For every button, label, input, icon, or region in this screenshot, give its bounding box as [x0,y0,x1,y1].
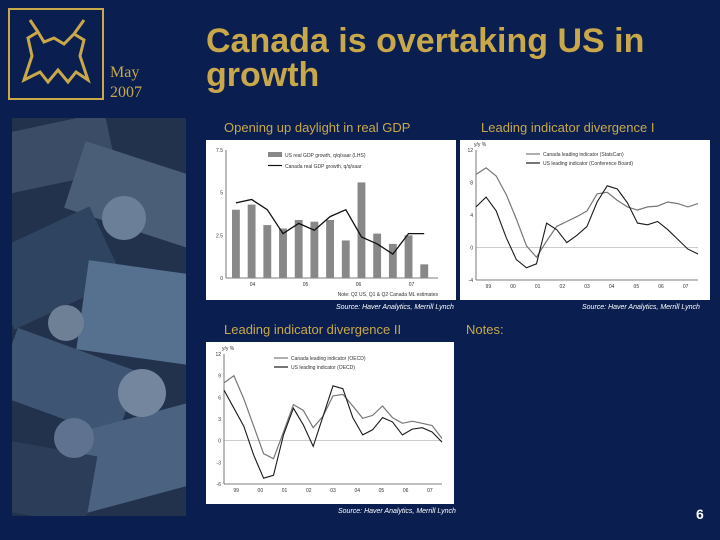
lead1-legend-label: US leading indicator (Conference Board) [543,161,633,167]
lead1-x-tick-label: 99 [486,284,492,290]
lead1-y-tick-label: 8 [470,181,473,187]
lead1-x-tick-label: 04 [609,284,615,290]
lead1-y-tick-label: 0 [470,246,473,252]
gdp-chart-panel: 0 2.5 5 7.5 04 05 06 07 US real GDP growth, q/q/… [206,140,456,300]
gdp-canada-line [235,198,425,255]
chart1-title: Opening up daylight in real GDP [224,120,411,135]
lead2-y-tick-label: -3 [217,460,222,466]
lead1-x-tick-label: 07 [683,284,689,290]
gdp-legend-label: Canada real GDP growth, q/q/saar [285,164,362,170]
gdp-y-tick-label: 7.5 [216,148,223,154]
lead2-y-label: y/y % [222,346,235,352]
chart3-source: Source: Haver Analytics, Merrill Lynch [338,508,456,515]
chart2-title: Leading indicator divergence I [481,120,655,135]
gdp-x-tick-label: 06 [356,282,362,288]
lead2-x-tick-label: 07 [427,488,433,494]
gdp-y-tick-label: 2.5 [216,233,223,239]
gdp-bar [294,219,303,278]
gdp-bar [373,233,382,278]
gdp-bar [232,209,240,278]
gdp-bar [341,240,350,278]
gdp-x-tick-label: 04 [250,282,256,288]
lead2-series-1-line [223,374,443,460]
lead2-x-tick-label: 04 [354,488,360,494]
lead1-series-1-line [475,167,699,259]
gdp-x-tick-label: 05 [303,282,309,288]
banknote-collage-image [12,118,186,516]
lead2-x-tick-label: 06 [403,488,409,494]
chart1-source: Source: Haver Analytics, Merrill Lynch [336,304,454,311]
slide-date: May 2007 [110,63,142,103]
lead1-x-tick-label: 00 [510,284,516,290]
slide-title: Canada is overtaking US in growth [206,22,645,94]
page-number: 6 [696,506,704,522]
lead2-legend-label: Canada leading indicator (OECD) [291,356,366,362]
gdp-bar [263,225,272,278]
gdp-x-tick-label: 07 [409,282,415,288]
lead2-y-tick-label: 3 [218,417,221,423]
leading-indicator-1-panel: -4 0 4 8 12 99 00 01 02 03 04 05 06 07 y/y % Canada lea… [460,140,710,300]
lead2-x-tick-label: 05 [379,488,385,494]
lead2-x-tick-label: 02 [306,488,312,494]
gdp-y-tick-label: 0 [220,276,223,282]
lead1-legend-label: Canada leading indicator (StatsCan) [543,152,624,158]
gdp-bar [420,264,429,278]
date-year: 2007 [110,84,142,101]
company-logo [8,8,104,100]
gdp-bar [279,228,287,278]
gdp-bar [404,235,413,278]
lead1-y-tick-label: -4 [469,278,474,284]
gdp-bar [357,182,366,278]
lead2-x-tick-label: 99 [233,488,239,494]
lead1-x-tick-label: 05 [634,284,640,290]
lead2-y-tick-label: 0 [218,439,221,445]
gdp-chart: 0 2.5 5 7.5 04 05 06 07 US real GDP growth, q/q/… [216,148,439,298]
gdp-bar [310,221,319,278]
chart3-title: Leading indicator divergence II [224,322,402,337]
gdp-legend-swatch [268,152,282,157]
chart2-source: Source: Haver Analytics, Merrill Lynch [582,304,700,311]
gdp-bar [326,219,334,278]
lead1-x-tick-label: 01 [535,284,541,290]
gdp-note: Note: Q2 US, Q1 & Q2 Canada ML estimates [338,292,439,298]
lead2-x-tick-label: 03 [330,488,336,494]
lead2-series-2-line [223,385,443,479]
lead2-x-tick-label: 00 [258,488,264,494]
lead1-y-tick-label: 4 [470,213,473,219]
lead1-x-tick-label: 06 [658,284,664,290]
notes-label: Notes: [466,322,504,337]
lead2-x-tick-label: 01 [282,488,288,494]
lead1-x-tick-label: 03 [584,284,590,290]
gdp-y-tick-label: 5 [220,191,223,197]
lead2-y-tick-label: 12 [215,352,221,358]
lead1-y-label: y/y % [474,142,487,148]
gdp-legend-label: US real GDP growth, q/q/saar (LHS) [285,153,366,159]
lead2-y-tick-label: -6 [217,482,222,488]
gdp-bar [388,243,397,278]
date-month: May [110,64,140,81]
lead1-y-tick-label: 12 [467,148,473,154]
gdp-bar [247,204,256,278]
leading-indicator-2-panel: -6 -3 0 3 6 9 12 99 00 01 02 03 04 05 06 07 y/y % Canada … [206,342,454,504]
lead2-y-tick-label: 6 [218,395,221,401]
lead1-x-tick-label: 02 [560,284,566,290]
lead2-legend-label: US leading indicator (OECD) [291,365,355,371]
lead2-y-tick-label: 9 [218,374,221,380]
lead1-series-2-line [475,185,699,269]
